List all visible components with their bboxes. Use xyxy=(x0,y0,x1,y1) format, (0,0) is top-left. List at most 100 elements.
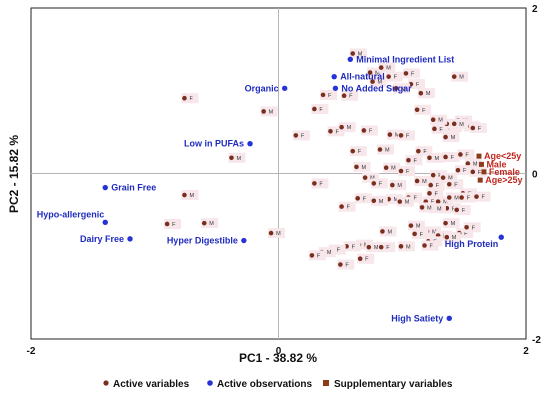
active-variable-point xyxy=(386,74,391,79)
legend-active-observations: Active observations xyxy=(217,379,312,390)
x-tick-label: 2 xyxy=(523,346,529,357)
active-variable-point xyxy=(464,224,469,230)
active-variable-point xyxy=(383,165,389,171)
variable-label-bg xyxy=(357,253,375,264)
variable-label-bg xyxy=(320,89,338,100)
variable-label-bg xyxy=(268,228,286,239)
variable-label-bg xyxy=(341,90,359,101)
supplementary-variable-label: Female xyxy=(489,167,520,177)
active-variable-label: M xyxy=(416,224,421,230)
variable-label-bg xyxy=(398,166,416,177)
active-observation-label: Low in PUFAs xyxy=(184,139,244,149)
variable-label-bg xyxy=(419,202,437,213)
active-variable-label: F xyxy=(394,75,398,81)
active-variable-label: M xyxy=(358,52,363,58)
active-variable-point xyxy=(341,93,347,99)
variable-label-bg xyxy=(367,67,385,78)
active-variable-label: F xyxy=(319,181,323,187)
active-observation-point xyxy=(347,56,353,63)
active-variable-point xyxy=(427,155,432,161)
variable-label-bg xyxy=(469,122,487,133)
active-variable-label: F xyxy=(406,133,410,139)
variable-label-bg xyxy=(396,196,414,207)
active-variable-point xyxy=(416,148,421,154)
variable-label-bg xyxy=(417,88,435,99)
active-variable-label: M xyxy=(406,244,411,250)
variable-label-bg xyxy=(353,161,371,172)
active-observation-point xyxy=(127,236,133,242)
variable-label-bg xyxy=(369,76,387,87)
active-variable-point xyxy=(398,244,404,249)
active-variable-label: F xyxy=(363,196,367,202)
active-variable-point xyxy=(459,195,464,200)
active-variable-label: F xyxy=(464,231,468,237)
active-variable-point xyxy=(470,169,476,175)
variable-label-bg xyxy=(454,165,472,176)
active-variable-point xyxy=(362,175,368,180)
active-variable-label: F xyxy=(335,129,339,135)
active-variable-label: M xyxy=(391,166,396,172)
active-observation-label: Organic xyxy=(245,83,279,93)
variable-label-bg xyxy=(385,71,403,82)
supplementary-variable-marker xyxy=(476,153,482,159)
variable-label-bg xyxy=(164,218,182,229)
active-observation-label: Minimal Ingredient List xyxy=(356,54,454,64)
active-variable-point xyxy=(418,90,424,96)
active-variable-point xyxy=(201,220,207,226)
variable-label-bg xyxy=(383,162,401,173)
variable-label-bg xyxy=(386,129,404,140)
active-observation-point xyxy=(498,234,504,240)
active-variable-label: M xyxy=(432,229,437,235)
variable-label-bg xyxy=(451,71,469,82)
variable-label-bg xyxy=(407,220,425,231)
active-observation-label: High Satiety xyxy=(391,313,443,323)
variable-label-bg xyxy=(435,196,453,207)
active-variable-point xyxy=(430,172,436,178)
active-variable-label: F xyxy=(439,127,443,133)
active-variable-label: M xyxy=(438,118,443,124)
active-observation-point xyxy=(247,141,253,147)
variable-label-bg xyxy=(443,232,461,243)
active-variable-point xyxy=(408,223,414,228)
active-variable-label: M xyxy=(387,229,392,235)
active-variable-point xyxy=(455,167,461,173)
active-variable-label: F xyxy=(349,94,353,100)
variable-label-bg xyxy=(442,218,460,229)
active-variable-label: M xyxy=(379,199,384,205)
variable-label-bg xyxy=(370,178,388,189)
active-variable-point xyxy=(377,147,383,152)
active-variable-point xyxy=(444,234,450,240)
legend-supplementary-variables: Supplementary variables xyxy=(334,379,453,390)
active-variable-point xyxy=(378,65,384,70)
active-variable-label: M xyxy=(459,122,464,128)
active-variable-label: M xyxy=(378,80,383,86)
variable-label-bg xyxy=(362,172,380,183)
active-variable-point xyxy=(378,244,384,250)
x-tick-label: 0 xyxy=(276,346,282,357)
active-variable-label: F xyxy=(386,245,390,251)
variable-label-bg xyxy=(422,196,440,207)
active-variable-point xyxy=(403,71,409,76)
variable-label-bg xyxy=(451,118,469,129)
variable-label-bg xyxy=(338,122,356,133)
variable-label-bg xyxy=(426,152,444,163)
active-variable-label: M xyxy=(451,221,456,227)
active-variable-point xyxy=(443,220,448,226)
active-variable-label: F xyxy=(406,169,410,175)
active-variable-point xyxy=(443,154,448,160)
active-variable-point xyxy=(422,243,427,248)
variable-label-bg xyxy=(414,175,432,186)
active-variable-point xyxy=(339,124,344,130)
variable-label-bg xyxy=(389,180,407,191)
variable-label-bg xyxy=(430,170,448,181)
active-variable-point xyxy=(454,207,460,213)
active-variable-point xyxy=(328,128,333,134)
active-observation-label: No Added Sugar xyxy=(341,83,412,93)
active-variable-label: F xyxy=(482,195,486,201)
variable-label-bg xyxy=(424,226,441,237)
active-variable-point xyxy=(293,133,299,138)
active-variable-label: F xyxy=(430,243,434,249)
active-variable-label: M xyxy=(327,250,332,256)
variable-label-bg xyxy=(464,158,482,169)
